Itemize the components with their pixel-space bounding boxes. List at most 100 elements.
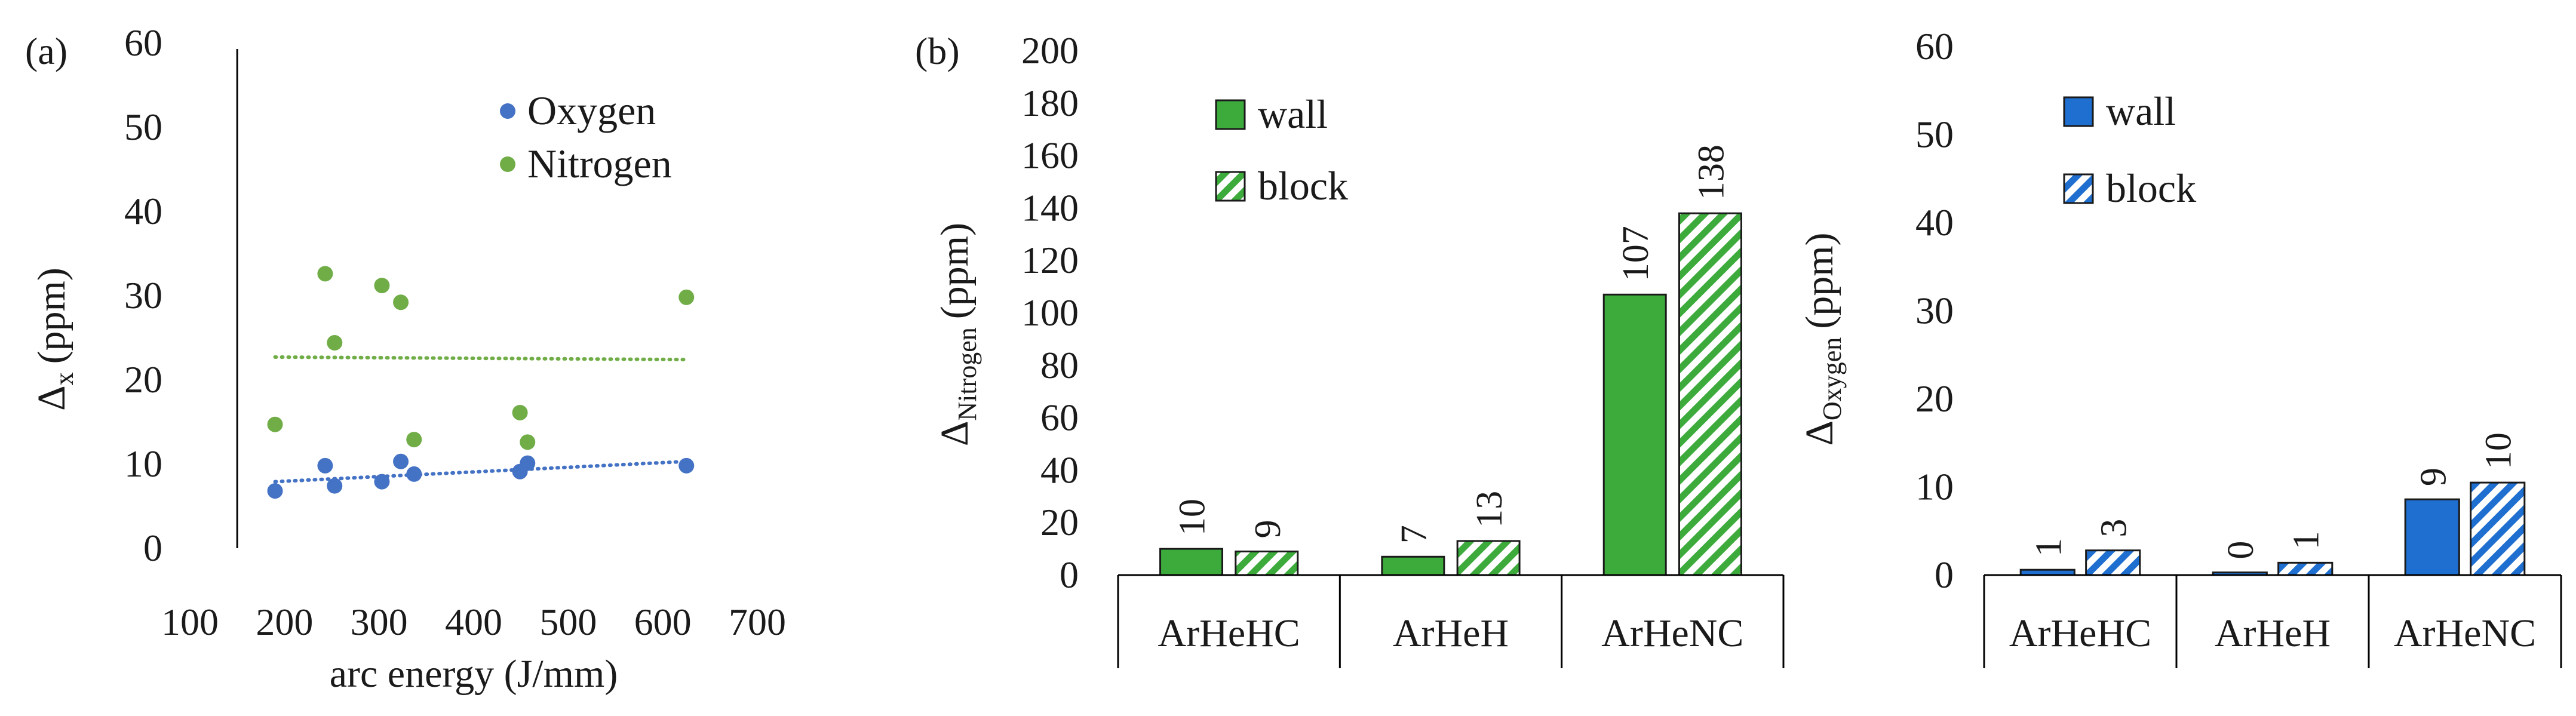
- panel-c-y-axis-symbol: Δ: [1798, 420, 1841, 445]
- point-nitrogen: [512, 404, 528, 420]
- legend-swatch-block: [2063, 173, 2094, 204]
- y-tick-label: 0: [1060, 554, 1079, 596]
- legend-swatch-block: [1215, 171, 1246, 202]
- y-tick-label: 50: [124, 106, 162, 148]
- x-tick-label: 700: [729, 601, 786, 643]
- panel-a-trendlines: [273, 355, 689, 484]
- y-tick-label: 20: [124, 358, 162, 401]
- trendline-oxygen: [273, 459, 689, 484]
- point-oxygen: [317, 457, 333, 474]
- legend-label-nitrogen: Nitrogen: [527, 141, 672, 186]
- y-tick-label: 20: [1040, 501, 1079, 543]
- panel-a-x-axis-title: arc energy (J/mm): [330, 652, 618, 696]
- panel-c-y-axis: 0 10 20 30 40 50 60: [1915, 25, 1954, 596]
- data-label: 7: [1394, 525, 1435, 543]
- point-nitrogen: [406, 432, 422, 448]
- y-tick-label: 60: [1915, 25, 1954, 67]
- bar-block: [1456, 540, 1521, 576]
- bar-block: [1235, 550, 1299, 576]
- panel-b-y-axis: 0 20 40 60 80 100 120 140 160 180 200: [1021, 29, 1079, 596]
- y-tick-label: 10: [124, 442, 162, 485]
- data-label: 3: [2094, 519, 2135, 537]
- point-oxygen: [267, 483, 283, 499]
- y-tick-label: 10: [1915, 466, 1954, 508]
- point-oxygen: [520, 455, 536, 471]
- bar-block: [2470, 481, 2526, 576]
- legend-swatch-wall: [2063, 96, 2094, 127]
- y-tick-label: 20: [1915, 377, 1954, 420]
- data-label: 0: [2221, 541, 2261, 560]
- panel-a-points: [267, 266, 695, 499]
- y-tick-label: 40: [1040, 448, 1079, 491]
- category-label: ArHeH: [1393, 611, 1509, 655]
- panel-b-bars: 10 9 7 13 107 138: [1159, 145, 1742, 576]
- bar-wall: [2404, 498, 2460, 576]
- legend-marker-nitrogen: [500, 156, 515, 172]
- data-label: 138: [1691, 145, 1731, 200]
- x-tick-label: 200: [256, 601, 313, 643]
- bar-wall: [1381, 555, 1445, 576]
- data-label: 107: [1616, 226, 1656, 281]
- y-tick-label: 80: [1040, 344, 1079, 386]
- data-label: 13: [1469, 491, 1510, 528]
- legend-label-block: block: [1258, 163, 1348, 208]
- panel-c-category-axis: ArHeHC ArHeH ArHeNC: [1983, 574, 2562, 668]
- category-label: ArHeHC: [1158, 611, 1300, 655]
- category-label: ArHeH: [2215, 611, 2331, 655]
- panel-b-bar-chart-nitrogen: (b) 0 20 40 60 80 100 120 140 160 180 200 ΔNitroge…: [915, 29, 1785, 668]
- point-nitrogen: [327, 334, 343, 351]
- point-nitrogen: [520, 434, 536, 450]
- trendline-nitrogen: [273, 355, 689, 362]
- y-tick-label: 120: [1021, 239, 1079, 281]
- panel-c-y-axis-subscript: Oxygen: [1817, 337, 1847, 420]
- y-tick-label: 160: [1021, 134, 1079, 177]
- y-tick-label: 30: [1915, 290, 1954, 332]
- panel-c-y-axis-unit: (ppm): [1798, 232, 1841, 328]
- y-tick-label: 200: [1021, 29, 1079, 72]
- y-tick-label: 40: [124, 190, 162, 232]
- data-label: 9: [1248, 520, 1288, 538]
- legend-label-block: block: [2106, 165, 2196, 211]
- y-tick-label: 40: [1915, 201, 1954, 244]
- x-tick-label: 600: [634, 601, 692, 643]
- panel-c-bars: 1 3 0 1 9 10: [2019, 432, 2526, 576]
- legend-label-oxygen: Oxygen: [527, 88, 656, 133]
- bar-wall: [1159, 548, 1224, 576]
- panel-c-y-axis-title: ΔOxygen (ppm): [1798, 232, 1847, 445]
- y-tick-label: 60: [124, 21, 162, 64]
- point-oxygen: [678, 457, 695, 474]
- panel-a-y-axis-subscript: x: [50, 372, 79, 385]
- panel-b-label: (b): [915, 30, 960, 72]
- legend-marker-oxygen: [500, 103, 515, 119]
- legend-label-wall: wall: [1258, 91, 1328, 137]
- panel-a-legend: Oxygen Nitrogen: [500, 88, 672, 186]
- point-nitrogen: [267, 416, 283, 432]
- panel-a-label: (a): [25, 30, 67, 72]
- panel-b-y-axis-unit: (ppm): [933, 223, 977, 319]
- panel-a-y-axis-symbol: Δ: [30, 385, 73, 410]
- panel-b-y-axis-subscript: Nitrogen: [953, 327, 982, 420]
- panel-a-y-axis: 0 10 20 30 40 50 60: [124, 21, 238, 569]
- legend-label-wall: wall: [2106, 88, 2176, 134]
- point-oxygen: [406, 466, 422, 482]
- panel-b-category-axis: ArHeHC ArHeH ArHeNC: [1117, 574, 1785, 668]
- point-oxygen: [393, 453, 409, 469]
- bar-block: [1678, 212, 1742, 576]
- y-tick-label: 0: [1935, 554, 1954, 596]
- point-oxygen: [374, 474, 390, 490]
- panel-a-y-axis-title: Δx (ppm): [30, 268, 79, 411]
- y-tick-label: 140: [1021, 186, 1079, 229]
- panel-a-y-axis-unit: (ppm): [30, 268, 73, 364]
- y-tick-label: 180: [1021, 82, 1079, 124]
- data-label: 10: [1172, 499, 1213, 536]
- data-label: 1: [2028, 538, 2069, 557]
- x-tick-label: 500: [539, 601, 597, 643]
- point-nitrogen: [374, 278, 390, 294]
- category-label: ArHeNC: [2394, 611, 2536, 655]
- y-tick-label: 60: [1040, 397, 1079, 439]
- data-label: 10: [2479, 432, 2519, 469]
- x-tick-label: 300: [351, 601, 408, 643]
- panel-b-legend: wall block: [1215, 91, 1348, 208]
- point-nitrogen: [393, 294, 409, 311]
